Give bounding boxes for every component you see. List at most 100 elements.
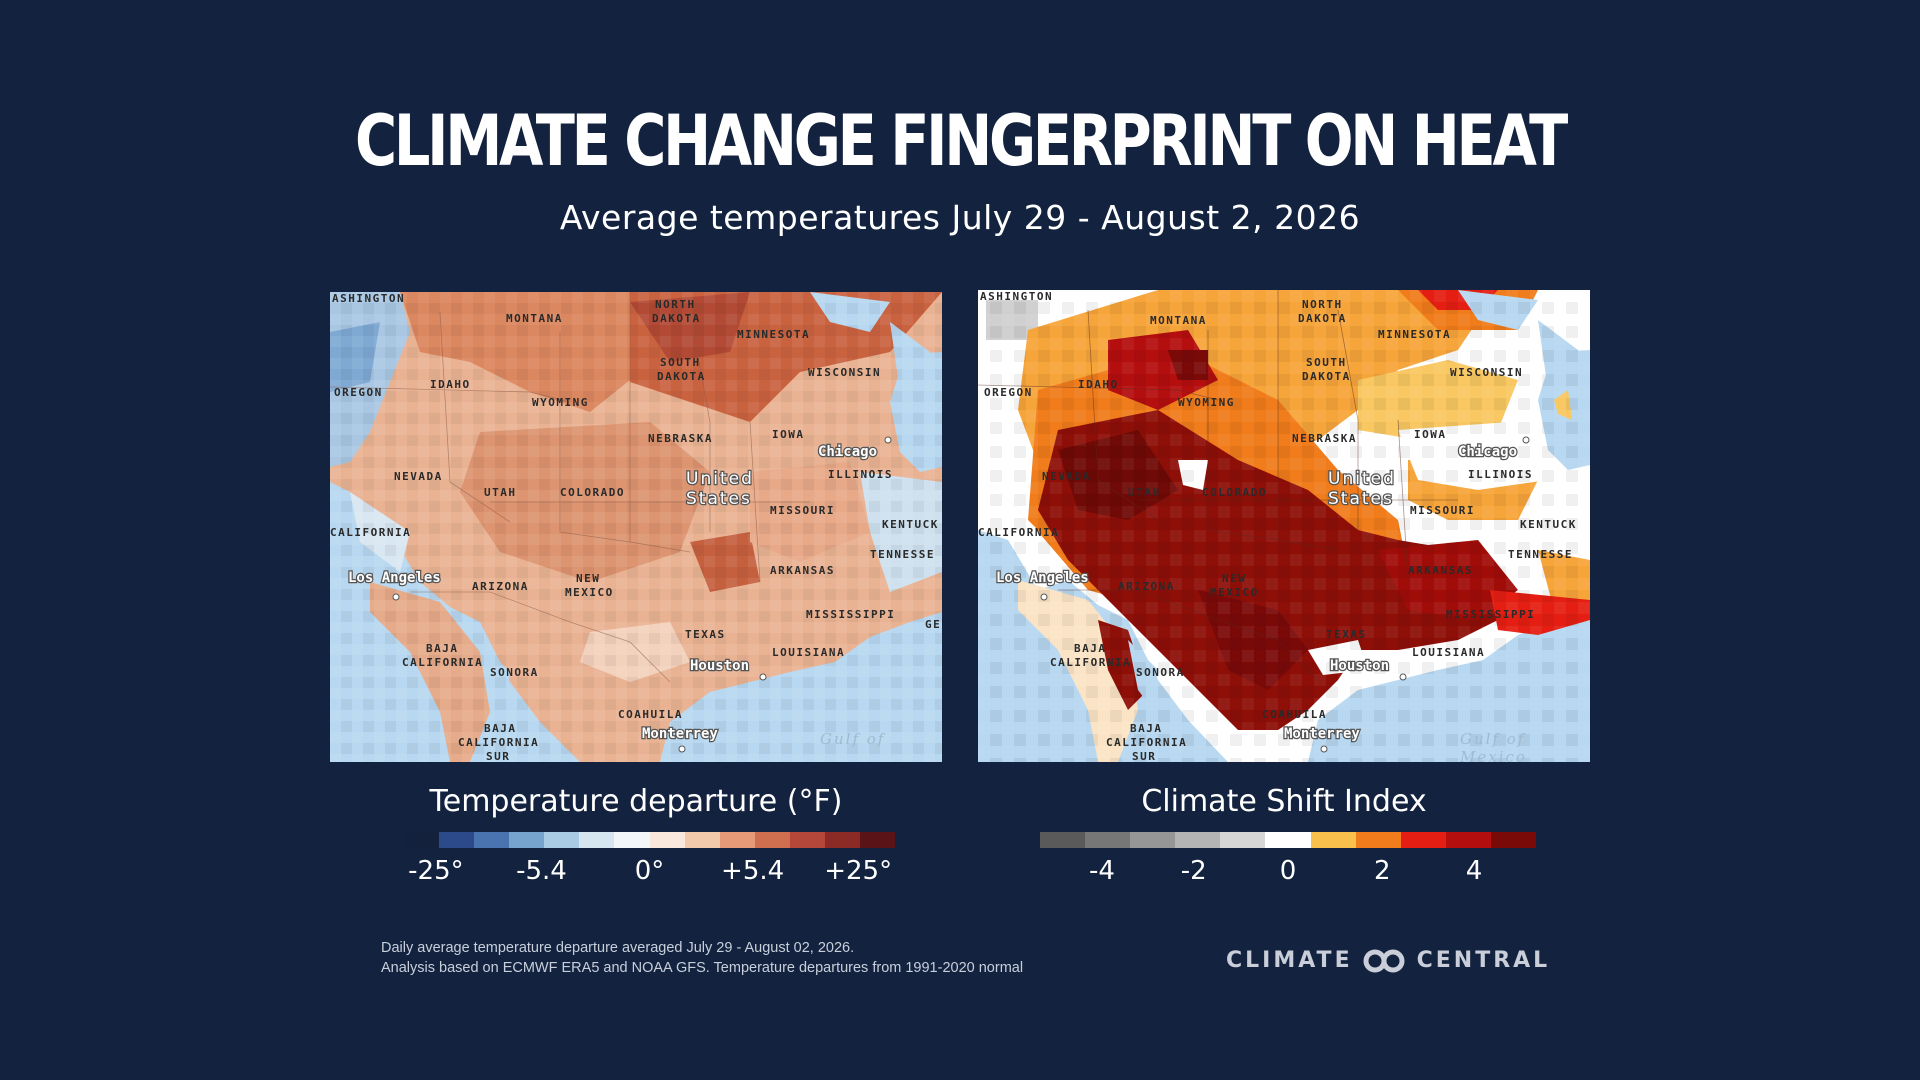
label-gulf-2: Mexico [1459, 748, 1527, 762]
source-notes: Daily average temperature departure aver… [381, 938, 1023, 978]
label-los-angeles: Los Angeles [348, 570, 441, 586]
label-california: CALIFORNIA [978, 526, 1059, 539]
temperature-departure-map[interactable]: ASHINGTON MONTANA NORTH DAKOTA MINNESOTA… [330, 292, 942, 762]
label-kentucky: KENTUCK [1520, 518, 1577, 531]
label-arizona: ARIZONA [472, 580, 529, 593]
label-washington: ASHINGTON [332, 292, 405, 305]
label-tennessee: TENNESSE [870, 548, 935, 561]
label-idaho: IDAHO [430, 378, 471, 391]
label-north-dakota-1: NORTH [1302, 298, 1343, 311]
label-oregon: OREGON [984, 386, 1033, 399]
label-nebraska: NEBRASKA [648, 432, 713, 445]
label-utah: UTAH [484, 486, 517, 499]
label-sonora: SONORA [1136, 666, 1185, 679]
label-los-angeles: Los Angeles [996, 570, 1089, 586]
label-louisiana: LOUISIANA [1412, 646, 1485, 659]
legend_left-swatch-8 [684, 832, 720, 848]
label-wyoming: WYOMING [532, 396, 589, 409]
label-north-dakota-1: NORTH [655, 298, 696, 311]
legend_left-swatch-0 [404, 832, 440, 848]
legend_left-swatch-2 [474, 832, 510, 848]
label-united-states-1: United [686, 469, 754, 489]
infinity-logo-icon [1363, 949, 1405, 972]
label-new-mexico-1: NEW [1222, 572, 1246, 585]
legend_left-tick-1: -5.4 [516, 856, 567, 886]
label-south-dakota-1: SOUTH [1306, 356, 1347, 369]
legend_left-swatch-5 [579, 832, 615, 848]
temperature-legend-ticks: -25° -5.4 0° +5.4 +25° [404, 856, 895, 892]
label-kentucky: KENTUCK [882, 518, 939, 531]
label-north-dakota-2: DAKOTA [1298, 312, 1347, 325]
legend_right-swatch-6 [1310, 832, 1356, 848]
label-colorado: COLORADO [1202, 486, 1267, 499]
legend_left-swatch-9 [719, 832, 755, 848]
legend_right-tick-2: 0 [1279, 856, 1297, 886]
legend_right-tick-1: -2 [1180, 856, 1207, 886]
label-north-dakota-2: DAKOTA [652, 312, 701, 325]
csi-legend-ticks: -4 -2 0 2 4 [1040, 856, 1536, 892]
csi-legend-bar [1040, 832, 1537, 848]
label-south-dakota-2: DAKOTA [1302, 370, 1351, 383]
label-baja-california-sur-2: CALIFORNIA [458, 736, 539, 749]
label-baja-california-2: CALIFORNIA [402, 656, 483, 669]
legend_left-tick-4: +25° [824, 856, 893, 886]
legend_right-tick-0: -4 [1089, 856, 1115, 886]
label-colorado: COLORADO [560, 486, 625, 499]
label-baja-california-1: BAJA [1074, 642, 1107, 655]
label-south-dakota-1: SOUTH [660, 356, 701, 369]
label-minnesota: MINNESOTA [1378, 328, 1451, 341]
legend_left-swatch-6 [614, 832, 650, 848]
legend_right-swatch-2 [1130, 832, 1176, 848]
label-nevada: NEVADA [1042, 470, 1091, 483]
label-monterrey: Monterrey [1284, 726, 1360, 742]
label-arkansas: ARKANSAS [1408, 564, 1473, 577]
label-gulf-1: Gulf of [1460, 730, 1526, 748]
label-mississippi: MISSISSIPPI [806, 608, 895, 621]
label-wisconsin: WISCONSIN [1450, 366, 1523, 379]
temperature-legend-title: Temperature departure (°F) [429, 784, 843, 819]
label-baja-california-sur-1: BAJA [1130, 722, 1163, 735]
label-new-mexico-1: NEW [576, 572, 600, 585]
label-montana: MONTANA [1150, 314, 1207, 327]
label-california: CALIFORNIA [330, 526, 411, 539]
label-mississippi: MISSISSIPPI [1446, 608, 1535, 621]
climate-shift-index-map[interactable]: ASHINGTON MONTANA NORTH DAKOTA MINNESOTA… [978, 290, 1590, 762]
label-texas: TEXAS [1326, 628, 1367, 641]
label-coahuila: COAHUILA [618, 708, 683, 721]
label-nebraska: NEBRASKA [1292, 432, 1357, 445]
label-new-mexico-2: MEXICO [565, 586, 614, 599]
label-wisconsin: WISCONSIN [808, 366, 881, 379]
label-nevada: NEVADA [394, 470, 443, 483]
label-illinois: ILLINOIS [828, 468, 893, 481]
label-tennessee: TENNESSE [1508, 548, 1573, 561]
legend_right-tick-4: 4 [1465, 856, 1483, 886]
legend_left-swatch-4 [544, 832, 580, 848]
label-united-states-1: United [1328, 469, 1396, 489]
label-iowa: IOWA [1414, 428, 1447, 441]
label-chicago: Chicago [1458, 444, 1517, 460]
label-baja-california-2: CALIFORNIA [1050, 656, 1131, 669]
page-subtitle: Average temperatures July 29 - August 2,… [559, 198, 1361, 237]
label-washington: ASHINGTON [980, 290, 1053, 303]
legend_left-swatch-12 [824, 832, 861, 848]
climate-central-logo[interactable]: CLIMATE CENTRAL [1226, 948, 1550, 973]
label-baja-california-sur-2: CALIFORNIA [1106, 736, 1187, 749]
label-utah: UTAH [1128, 486, 1161, 499]
temperature-legend-bar [404, 832, 896, 848]
label-coahuila: COAHUILA [1262, 708, 1327, 721]
label-south-dakota-2: DAKOTA [657, 370, 706, 383]
label-united-states-2: States [1328, 489, 1394, 509]
label-wyoming: WYOMING [1178, 396, 1235, 409]
legend_left-tick-2: 0° [634, 856, 665, 886]
legend_left-swatch-10 [754, 832, 790, 848]
brand-word-right: CENTRAL [1416, 948, 1551, 973]
label-monterrey: Monterrey [642, 726, 718, 742]
label-sonora: SONORA [490, 666, 539, 679]
label-chicago: Chicago [818, 444, 877, 460]
label-montana: MONTANA [506, 312, 563, 325]
legend_right-swatch-5 [1265, 832, 1311, 848]
label-arizona: ARIZONA [1118, 580, 1175, 593]
label-oregon: OREGON [334, 386, 383, 399]
csi-legend-title: Climate Shift Index [1141, 784, 1427, 819]
legend_right-swatch-0 [1040, 832, 1086, 848]
